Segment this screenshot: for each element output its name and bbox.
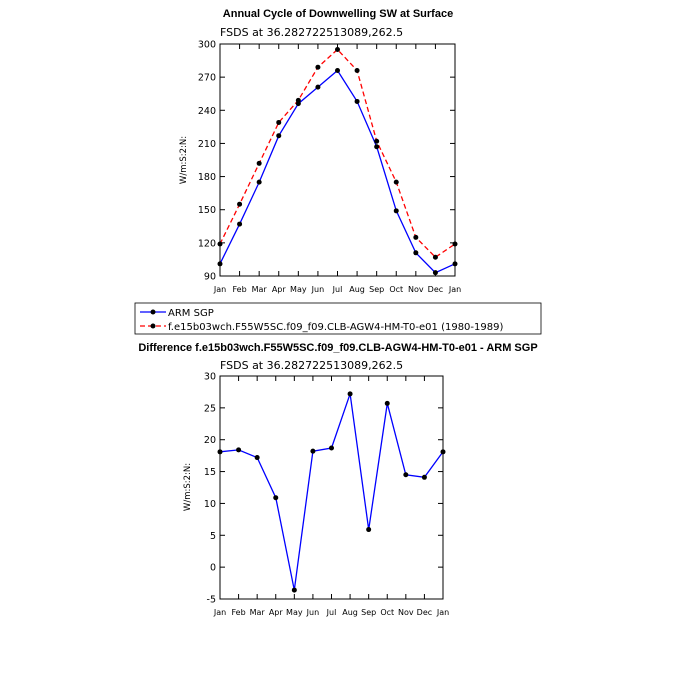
- chart1-series-1-point: [256, 160, 262, 166]
- chart1-xtick-label: Apr: [272, 285, 287, 294]
- chart1-series-0-point: [452, 261, 458, 267]
- chart1-ytick-label: 120: [198, 238, 216, 249]
- chart1-xtick-label: Jun: [311, 285, 325, 294]
- chart1-ytick-label: 240: [198, 106, 216, 117]
- chart2-ytick-label: 15: [204, 467, 216, 478]
- chart1-series-0-point: [217, 261, 223, 267]
- chart1-series-1-point: [354, 68, 360, 74]
- chart1-series-line-1: [219, 48, 456, 259]
- chart1-series-1-point: [413, 234, 419, 240]
- chart2-xtick-label: Jun: [306, 608, 320, 617]
- legend-marker-model: [150, 323, 156, 329]
- chart2-series-0-point: [217, 449, 223, 455]
- chart2-series-0-point: [366, 527, 372, 533]
- chart2-series-0-point: [273, 495, 279, 501]
- chart2-series-0-point: [421, 474, 427, 480]
- chart2-ytick-label: -5: [207, 595, 216, 606]
- chart2-series-0-point: [310, 448, 316, 454]
- chart2-series-0-point: [236, 447, 242, 453]
- chart1-series-1-point: [432, 254, 438, 260]
- chart1-series-1-point: [452, 241, 458, 247]
- chart1-series-1-point: [217, 241, 223, 247]
- chart1-series-0-point: [413, 250, 419, 256]
- chart2-plot-frame: [219, 375, 444, 600]
- chart2-ytick-label: 5: [210, 531, 216, 542]
- chart2-series-0-point: [347, 391, 353, 397]
- chart1-series-1-point: [335, 47, 340, 53]
- chart1-ytick-label: 210: [198, 139, 216, 150]
- chart2-title: Difference f.e15b03wch.F55W5SC.f09_f09.C…: [138, 342, 537, 354]
- legend-marker-arm: [150, 309, 156, 315]
- legend-label-arm: ARM SGP: [168, 308, 214, 319]
- chart1-series-1-point: [295, 97, 301, 103]
- chart2-xtick-label: Aug: [342, 608, 358, 617]
- chart1-xtick-label: Mar: [252, 285, 268, 294]
- chart1-subtitle: FSDS at 36.282722513089,262.5: [220, 26, 403, 39]
- chart2-xtick-label: Mar: [250, 608, 266, 617]
- chart2-ytick-label: 25: [204, 403, 216, 414]
- legend: ARM SGP f.e15b03wch.F55W5SC.f09_f09.CLB-…: [134, 302, 542, 335]
- chart1-series-0-point: [237, 221, 243, 227]
- legend-label-model: f.e15b03wch.F55W5SC.f09_f09.CLB-AGW4-HM-…: [168, 322, 503, 333]
- chart1-series-0-point: [374, 144, 380, 150]
- chart2-xtick-label: Jul: [326, 608, 337, 617]
- chart1-ytick-label: 90: [204, 272, 216, 283]
- chart1-xtick-label: Jul: [332, 285, 343, 294]
- chart1-series-0-point: [335, 68, 340, 74]
- chart2-ytick-label: 30: [204, 372, 216, 383]
- chart1-ytick-label: 270: [198, 73, 216, 84]
- chart1-series-1-point: [374, 138, 380, 144]
- chart2-xtick-label: Jan: [213, 608, 226, 617]
- chart2-series-0-point: [291, 587, 297, 593]
- chart1-series-0-point: [393, 208, 399, 214]
- chart1-series-0-point: [315, 84, 321, 90]
- chart1-xtick-label: Feb: [232, 285, 246, 294]
- chart1-xtick-label: Aug: [349, 285, 365, 294]
- chart1-title: Annual Cycle of Downwelling SW at Surfac…: [223, 8, 453, 20]
- chart2-series-0-point: [403, 472, 409, 478]
- legend-frame: [134, 302, 542, 335]
- chart2-xtick-label: Nov: [398, 608, 414, 617]
- chart2-xtick-label: Apr: [269, 608, 284, 617]
- chart1-ytick-label: 300: [198, 40, 216, 51]
- chart2-ytick-label: 10: [204, 499, 216, 510]
- chart1-xtick-label: Dec: [428, 285, 443, 294]
- chart1-ytick-label: 150: [198, 205, 216, 216]
- chart2-xtick-label: Oct: [380, 608, 394, 617]
- chart1-xtick-label: Sep: [369, 285, 384, 294]
- chart1-series-0-point: [276, 133, 282, 139]
- chart1-series-1-point: [276, 119, 282, 125]
- chart2-ytick-label: 20: [204, 435, 216, 446]
- chart1-series-0-point: [432, 270, 438, 276]
- chart1-ytick-label: 180: [198, 172, 216, 183]
- chart2-series-0-point: [384, 400, 390, 406]
- chart2-xtick-label: Sep: [361, 608, 376, 617]
- chart1-series-1-point: [237, 201, 243, 207]
- chart2-series-0-point: [329, 445, 334, 451]
- chart1-xtick-label: May: [290, 285, 307, 294]
- chart1-xtick-label: Jan: [448, 285, 461, 294]
- chart2-xtick-label: Jan: [436, 608, 449, 617]
- chart2-series-line-0: [219, 393, 444, 591]
- chart1-series-1-point: [393, 179, 399, 185]
- chart1-xtick-label: Nov: [408, 285, 424, 294]
- chart2-series-0-point: [440, 449, 446, 455]
- chart2-xtick-label: Feb: [231, 608, 245, 617]
- chart1-series-1-point: [315, 64, 321, 70]
- difference-chart: Difference f.e15b03wch.F55W5SC.f09_f09.C…: [138, 342, 537, 617]
- chart2-xtick-label: May: [286, 608, 303, 617]
- chart2-series-0-point: [254, 455, 260, 461]
- chart2-ylabel: W/m:S:2:N:: [183, 463, 193, 511]
- chart1-xtick-label: Jan: [213, 285, 226, 294]
- chart1-series-0-point: [256, 179, 262, 185]
- chart2-xtick-label: Dec: [417, 608, 432, 617]
- chart1-ylabel: W/m:S:2:N:: [179, 136, 189, 184]
- chart1-series-0-point: [354, 98, 360, 104]
- annual-cycle-chart: Annual Cycle of Downwelling SW at Surfac…: [179, 8, 461, 294]
- chart2-ytick-label: 0: [210, 563, 216, 574]
- chart2-subtitle: FSDS at 36.282722513089,262.5: [220, 359, 403, 372]
- chart1-xtick-label: Oct: [389, 285, 403, 294]
